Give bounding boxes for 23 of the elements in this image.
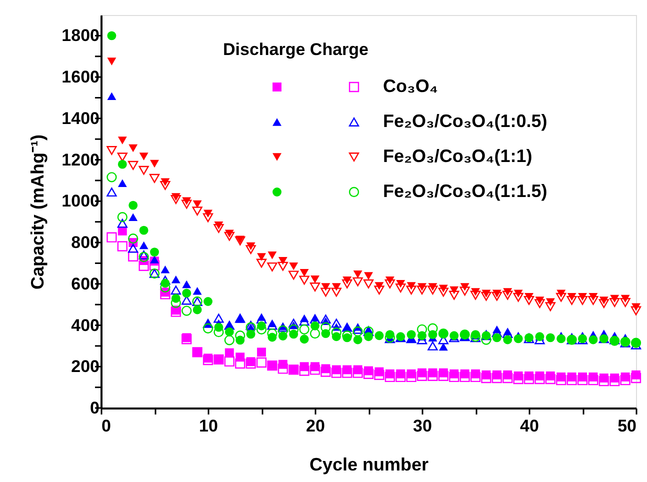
y-tick-label: 1800 [62, 26, 100, 46]
y-tick-label: 1600 [62, 68, 100, 87]
y-tick-label: 1200 [62, 150, 100, 170]
x-axis-title: Cycle number [309, 454, 429, 474]
x-tick-label: 20 [306, 416, 325, 436]
legend-title: Discharge Charge [223, 40, 368, 59]
y-tick-label: 1400 [62, 108, 100, 128]
legend-label: Fe₂O₃/Co₃O₄(1:0.5) [383, 111, 548, 131]
y-tick-label: 400 [71, 316, 100, 335]
x-tick-label: 0 [102, 416, 111, 436]
x-tick-label: 10 [199, 416, 218, 436]
x-tick-label: 30 [413, 416, 432, 436]
y-tick-label: 0 [90, 398, 100, 418]
y-tick-label: 600 [71, 274, 100, 294]
y-axis-title: Capacity (mAhg⁻¹) [28, 134, 48, 290]
legend-label: Co₃O₄ [383, 76, 438, 96]
x-tick-label: 40 [520, 416, 539, 436]
y-tick-label: 200 [71, 357, 100, 376]
x-tick-label: 50 [618, 416, 636, 436]
y-tick-label: 800 [71, 233, 100, 252]
y-tick-label: 1000 [62, 192, 100, 211]
legend-label: Fe₂O₃/Co₃O₄(1:1.5) [383, 181, 548, 201]
legend-label: Fe₂O₃/Co₃O₄(1:1) [383, 146, 532, 166]
